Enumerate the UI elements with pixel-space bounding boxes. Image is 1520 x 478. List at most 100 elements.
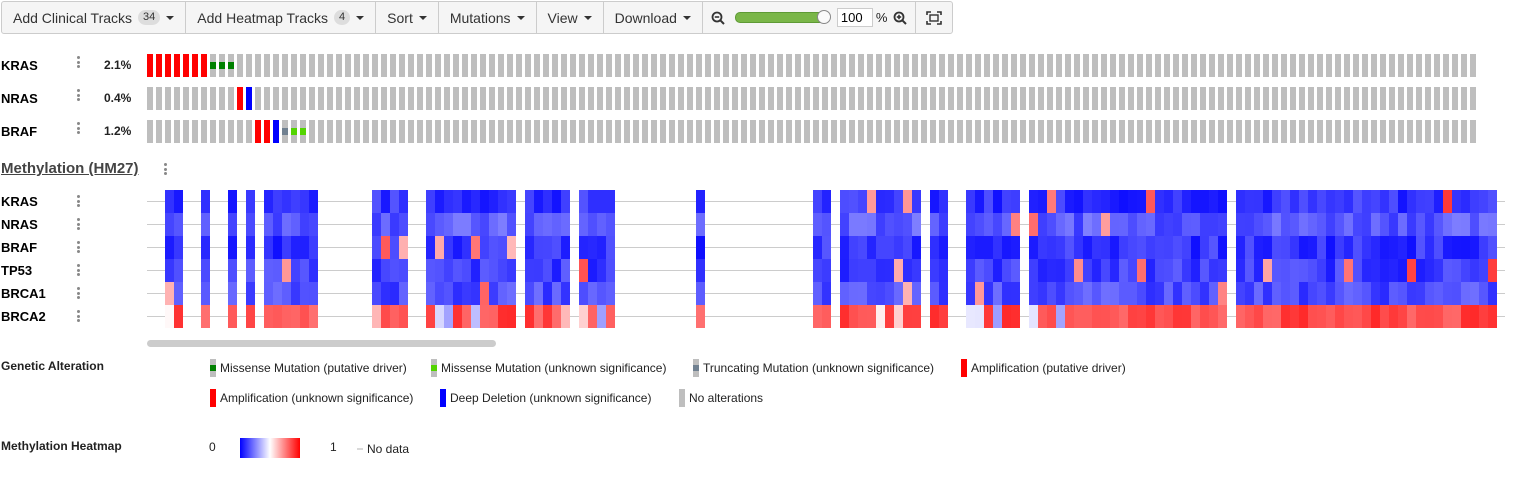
heatmap-cell[interactable] (588, 213, 597, 236)
heatmap-cell[interactable] (849, 190, 858, 213)
sample-cell[interactable] (795, 87, 801, 110)
heatmap-cell[interactable] (966, 259, 975, 282)
heatmap-cell[interactable] (381, 259, 390, 282)
heatmap-cell[interactable] (228, 305, 237, 328)
sample-cell[interactable] (390, 120, 396, 143)
heatmap-cell[interactable] (1308, 213, 1317, 236)
sample-cell[interactable] (615, 54, 621, 77)
heatmap-cell[interactable] (1218, 236, 1227, 259)
sample-cell[interactable] (408, 54, 414, 77)
sample-cell[interactable] (462, 87, 468, 110)
sample-cell[interactable] (1335, 87, 1341, 110)
heatmap-cell[interactable] (894, 236, 903, 259)
heatmap-cell[interactable] (309, 236, 318, 259)
heatmap-cell[interactable] (1029, 190, 1038, 213)
sample-cell[interactable] (1020, 54, 1026, 77)
sample-cell[interactable] (1362, 87, 1368, 110)
track-menu-icon[interactable] (77, 287, 80, 299)
heatmap-cell[interactable] (813, 259, 822, 282)
sample-cell[interactable] (777, 120, 783, 143)
sample-cell[interactable] (1083, 120, 1089, 143)
heatmap-cell[interactable] (480, 259, 489, 282)
heatmap-cell[interactable] (1110, 213, 1119, 236)
heatmap-cell[interactable] (588, 305, 597, 328)
heatmap-cell[interactable] (1002, 190, 1011, 213)
heatmap-cell[interactable] (1119, 236, 1128, 259)
sample-cell[interactable] (885, 120, 891, 143)
sample-cell[interactable] (813, 54, 819, 77)
heatmap-cell[interactable] (984, 190, 993, 213)
heatmap-cell[interactable] (1317, 305, 1326, 328)
sample-cell[interactable] (921, 120, 927, 143)
sample-cell[interactable] (624, 120, 630, 143)
heatmap-cell[interactable] (1137, 282, 1146, 305)
heatmap-cell[interactable] (606, 190, 615, 213)
heatmap-cell[interactable] (1308, 282, 1317, 305)
heatmap-cell[interactable] (1155, 282, 1164, 305)
heatmap-cell[interactable] (1200, 282, 1209, 305)
heatmap-cell[interactable] (1380, 213, 1389, 236)
heatmap-cell[interactable] (264, 213, 273, 236)
heatmap-cell[interactable] (822, 259, 831, 282)
heatmap-cell[interactable] (930, 190, 939, 213)
heatmap-cell[interactable] (426, 305, 435, 328)
sample-cell[interactable] (660, 120, 666, 143)
mutations-button[interactable]: Mutations (439, 2, 537, 33)
sample-cell[interactable] (291, 87, 297, 110)
heatmap-cell[interactable] (1056, 190, 1065, 213)
sample-cell[interactable] (1092, 54, 1098, 77)
heatmap-cell[interactable] (912, 190, 921, 213)
heatmap-cell[interactable] (1011, 305, 1020, 328)
sample-cell[interactable] (273, 87, 279, 110)
heatmap-canvas[interactable] (0, 0, 1520, 335)
heatmap-cell[interactable] (1083, 190, 1092, 213)
heatmap-cell[interactable] (453, 213, 462, 236)
heatmap-cell[interactable] (471, 190, 480, 213)
sample-cell[interactable] (1290, 120, 1296, 143)
sample-cell[interactable] (921, 54, 927, 77)
heatmap-cell[interactable] (876, 213, 885, 236)
heatmap-cell[interactable] (1281, 305, 1290, 328)
heatmap-cell[interactable] (399, 236, 408, 259)
heatmap-cell[interactable] (867, 305, 876, 328)
heatmap-cell[interactable] (840, 236, 849, 259)
heatmap-cell[interactable] (1335, 282, 1344, 305)
heatmap-cell[interactable] (462, 213, 471, 236)
sample-cell[interactable] (165, 87, 171, 110)
sample-cell[interactable] (516, 120, 522, 143)
heatmap-cell[interactable] (372, 213, 381, 236)
heatmap-cell[interactable] (453, 259, 462, 282)
heatmap-cell[interactable] (1128, 190, 1137, 213)
heatmap-cell[interactable] (507, 236, 516, 259)
heatmap-cell[interactable] (426, 282, 435, 305)
heatmap-cell[interactable] (1299, 190, 1308, 213)
heatmap-cell[interactable] (1335, 213, 1344, 236)
sample-cell[interactable] (687, 87, 693, 110)
sample-cell[interactable] (966, 54, 972, 77)
sample-cell[interactable] (327, 120, 333, 143)
heatmap-cell[interactable] (1263, 236, 1272, 259)
sample-cell[interactable] (1200, 87, 1206, 110)
heatmap-cell[interactable] (930, 259, 939, 282)
heatmap-cell[interactable] (840, 282, 849, 305)
heatmap-cell[interactable] (309, 190, 318, 213)
sample-cell[interactable] (975, 120, 981, 143)
heatmap-cell[interactable] (1389, 236, 1398, 259)
heatmap-cell[interactable] (1164, 282, 1173, 305)
heatmap-cell[interactable] (993, 282, 1002, 305)
sample-cell[interactable] (669, 120, 675, 143)
heatmap-cell[interactable] (1488, 213, 1497, 236)
heatmap-cell[interactable] (1065, 282, 1074, 305)
sample-cell[interactable] (651, 87, 657, 110)
heatmap-cell[interactable] (975, 259, 984, 282)
heatmap-cell[interactable] (201, 305, 210, 328)
sample-cell[interactable] (1227, 87, 1233, 110)
sample-cell[interactable] (1263, 120, 1269, 143)
heatmap-cell[interactable] (993, 259, 1002, 282)
heatmap-cell[interactable] (228, 213, 237, 236)
heatmap-cell[interactable] (1290, 190, 1299, 213)
heatmap-cell[interactable] (201, 213, 210, 236)
heatmap-cell[interactable] (390, 282, 399, 305)
heatmap-cell[interactable] (1173, 282, 1182, 305)
sample-cell[interactable] (1119, 54, 1125, 77)
